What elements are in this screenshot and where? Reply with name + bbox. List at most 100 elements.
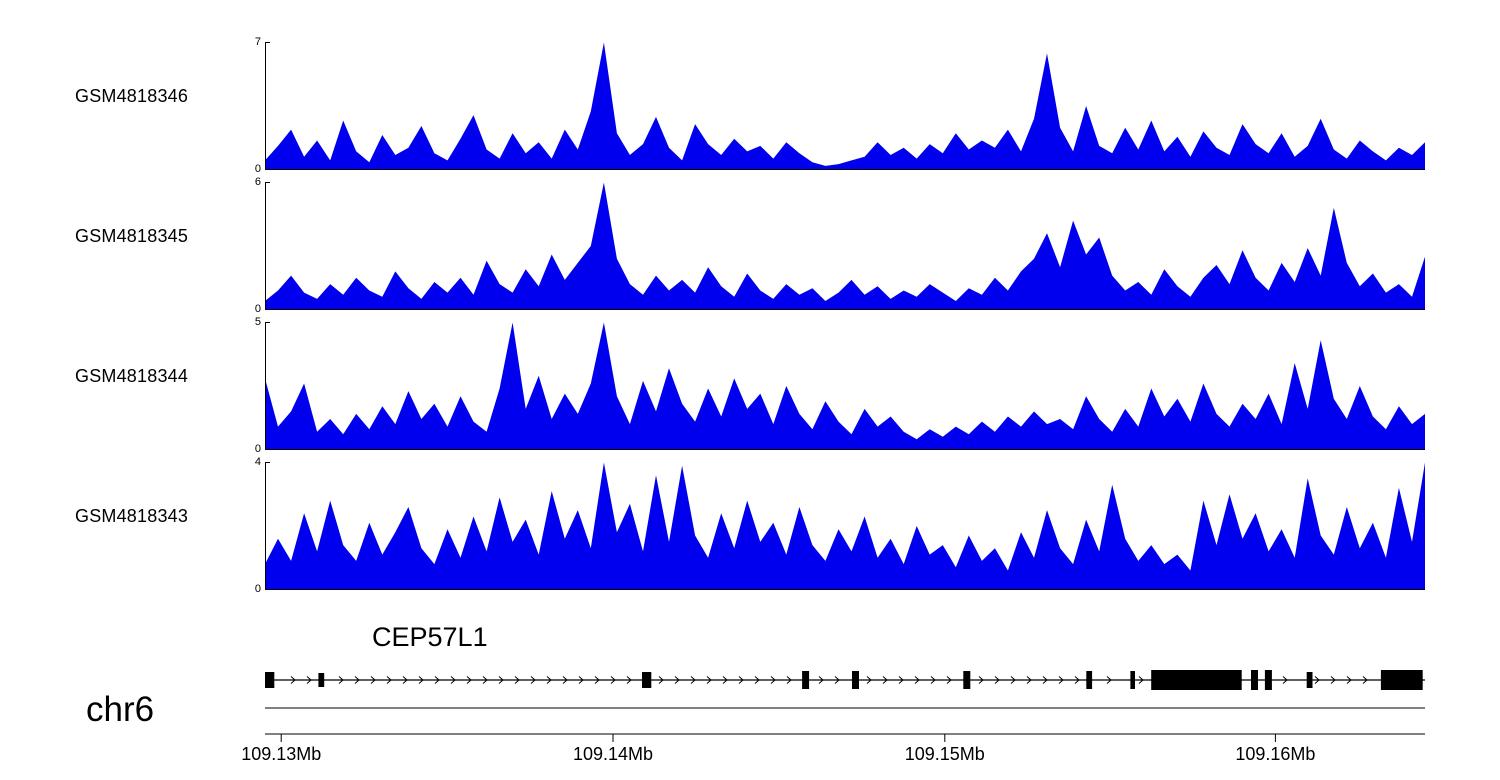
- axis-tick-label: 109.15Mb: [904, 744, 985, 764]
- coverage-tracks: GSM4818346 7 0 GSM4818345 6 0 GSM4818344…: [0, 36, 1500, 596]
- intron-arrow-icon: [770, 676, 776, 684]
- intron-arrow-icon: [402, 676, 408, 684]
- y-axis-zero-label: 0: [254, 443, 261, 455]
- exon-box: [1151, 670, 1242, 690]
- gene-name-label: CEP57L1: [372, 622, 488, 652]
- y-axis-zero-label: 0: [254, 583, 261, 595]
- intron-arrow-icon: [1042, 676, 1048, 684]
- track-label: GSM4818346: [75, 86, 189, 106]
- intron-arrow-icon: [914, 676, 920, 684]
- intron-arrow-icon: [978, 676, 984, 684]
- exon-box: [1086, 671, 1093, 689]
- intron-arrow-icon: [514, 676, 520, 684]
- intron-arrow-icon: [898, 676, 904, 684]
- intron-arrow-icon: [466, 676, 472, 684]
- exon-box: [963, 671, 971, 689]
- exon-box: [1130, 671, 1135, 689]
- intron-arrow-icon: [1346, 676, 1352, 684]
- intron-arrow-icon: [754, 676, 760, 684]
- intron-arrow-icon: [530, 676, 536, 684]
- intron-arrow-icon: [418, 676, 424, 684]
- y-axis-max-label: 4: [254, 456, 261, 468]
- axis-tick-label: 109.13Mb: [241, 744, 322, 764]
- intron-arrow-icon: [1074, 676, 1080, 684]
- exon-box: [318, 673, 325, 687]
- track-label: GSM4818344: [75, 366, 189, 386]
- intron-arrow-icon: [1058, 676, 1064, 684]
- intron-arrow-icon: [386, 676, 392, 684]
- exon-box: [1251, 670, 1258, 690]
- intron-arrow-icon: [434, 676, 440, 684]
- y-axis-zero-label: 0: [254, 303, 261, 315]
- intron-arrow-icon: [674, 676, 680, 684]
- intron-arrow-icon: [610, 676, 616, 684]
- intron-arrow-icon: [306, 676, 312, 684]
- coverage-area: [265, 462, 1425, 590]
- track-row: GSM4818345 6 0: [0, 176, 1500, 316]
- intron-arrow-icon: [834, 676, 840, 684]
- gene-model: [265, 670, 1425, 690]
- intron-arrow-icon: [658, 676, 664, 684]
- intron-arrow-icon: [498, 676, 504, 684]
- track-plot: 6 0: [255, 177, 1425, 315]
- coordinate-ruler: [265, 707, 1425, 742]
- track-label: GSM4818343: [75, 506, 189, 526]
- intron-arrow-icon: [866, 676, 872, 684]
- intron-arrow-icon: [882, 676, 888, 684]
- track-plot: 4 0: [255, 457, 1425, 595]
- intron-arrow-icon: [450, 676, 456, 684]
- exon-box: [1306, 672, 1313, 688]
- intron-arrow-icon: [786, 676, 792, 684]
- intron-arrow-icon: [1106, 676, 1112, 684]
- track-row: GSM4818346 7 0: [0, 36, 1500, 176]
- intron-arrow-icon: [1314, 676, 1320, 684]
- y-axis-max-label: 6: [254, 176, 261, 188]
- intron-arrow-icon: [338, 676, 344, 684]
- intron-arrow-icon: [706, 676, 712, 684]
- intron-arrow-icon: [578, 676, 584, 684]
- intron-arrow-icon: [818, 676, 824, 684]
- coverage-area-chart: [265, 322, 1425, 450]
- intron-arrow-icon: [1010, 676, 1016, 684]
- coverage-area-chart: [265, 462, 1425, 590]
- chromosome-label: chr6: [86, 690, 155, 729]
- track-row: GSM4818343 4 0: [0, 456, 1500, 596]
- intron-arrow-icon: [370, 676, 376, 684]
- intron-arrow-icon: [994, 676, 1000, 684]
- exon-box: [642, 672, 652, 688]
- track-plot: 5 0: [255, 317, 1425, 455]
- intron-arrow-icon: [1138, 676, 1144, 684]
- intron-arrow-icon: [354, 676, 360, 684]
- intron-arrow-icon: [290, 676, 296, 684]
- coverage-area-chart: [265, 42, 1425, 170]
- intron-arrow-icon: [626, 676, 632, 684]
- intron-arrow-icon: [738, 676, 744, 684]
- y-axis-max-label: 7: [254, 36, 261, 48]
- axis-tick-label: 109.14Mb: [572, 744, 654, 764]
- y-axis-zero-label: 0: [254, 163, 261, 175]
- exon-box: [265, 672, 275, 688]
- y-axis-max-label: 5: [254, 316, 261, 328]
- axis-tick-labels: 109.13Mb 109.14Mb 109.15Mb 109.16Mb: [241, 744, 1425, 770]
- exon-box: [1264, 670, 1272, 690]
- coverage-area: [265, 322, 1425, 450]
- intron-arrow-icon: [594, 676, 600, 684]
- intron-arrow-icon: [690, 676, 696, 684]
- track-plot: 7 0: [255, 37, 1425, 175]
- exon-box: [1380, 670, 1423, 690]
- coverage-area-chart: [265, 182, 1425, 310]
- intron-arrow-icon: [1282, 676, 1288, 684]
- track-label: GSM4818345: [75, 226, 189, 246]
- intron-arrow-icon: [1026, 676, 1032, 684]
- intron-arrow-icon: [1362, 676, 1368, 684]
- coverage-area: [265, 42, 1425, 170]
- intron-arrow-icon: [722, 676, 728, 684]
- intron-arrow-icon: [1330, 676, 1336, 684]
- intron-arrow-icon: [562, 676, 568, 684]
- exon-box: [852, 671, 859, 689]
- exon-box: [802, 671, 810, 689]
- coverage-area: [265, 182, 1425, 310]
- intron-arrow-icon: [546, 676, 552, 684]
- axis-tick-label: 109.16Mb: [1235, 744, 1316, 764]
